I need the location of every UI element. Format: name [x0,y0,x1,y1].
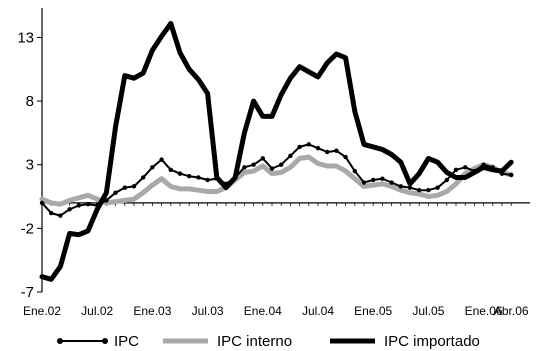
data-point [223,181,229,187]
x-tick-label: Ene.02 [23,304,61,318]
y-tick-label: -7 [21,284,34,301]
data-point [205,177,210,183]
data-point [122,185,128,190]
data-point [141,175,146,180]
data-point [260,156,265,161]
legend-marker [102,338,108,344]
data-point [417,187,422,193]
legend-label-ipc: IPC [114,333,139,350]
y-tick-label: 8 [26,93,34,110]
legend-label-ipc-importado: IPC importado [384,333,480,350]
data-point [509,172,514,178]
data-point [85,201,91,207]
data-point [113,190,118,195]
data-point [435,185,440,190]
data-point [95,203,100,208]
data-point [58,213,63,218]
data-point [315,145,321,151]
data-point [380,176,385,181]
data-point [371,177,376,183]
series-line-ipc [41,143,513,217]
data-point [104,198,109,203]
data-point [131,184,137,189]
x-axis-ticks: Ene.02 Jul.02 Ene.03 Jul.03 Ene.04 Jul.04 Ene.… [23,202,529,318]
data-point [269,166,275,171]
y-tick-label: 3 [26,157,34,174]
x-tick-label: Jul.02 [81,304,113,318]
chart-legend: IPC IPC interno IPC importado [57,333,480,350]
y-tick-label: 13 [17,29,34,46]
data-point [39,200,45,206]
data-point [334,148,339,153]
data-point [288,153,293,159]
x-tick-label: Ene.06 [465,304,503,318]
data-point [389,180,394,185]
y-axis-ticks: -7 -2 3 8 13 [17,29,42,301]
data-point [481,162,486,167]
data-point [407,185,413,190]
data-point [67,207,72,212]
data-point [49,210,54,216]
data-point [196,175,201,180]
data-point [159,157,164,162]
data-point [499,171,505,176]
x-tick-label: Abr.06 [494,304,529,318]
data-point [233,175,238,180]
data-point [214,176,219,181]
series-lines [39,21,514,282]
legend-label-ipc-interno: IPC interno [217,333,292,350]
data-point [306,142,311,147]
x-tick-label: Jul.05 [412,304,444,318]
data-point [343,154,348,160]
x-tick-label: Jul.03 [192,304,224,318]
x-tick-label: Ene.04 [244,304,282,318]
series-line-ipc-importado [39,21,514,282]
data-point [177,171,183,176]
data-point [242,165,247,170]
data-point [444,177,449,183]
legend-marker [57,338,63,344]
x-tick-label: Ene.05 [354,304,392,318]
data-point [187,173,192,179]
data-point [352,168,357,174]
data-point [398,184,403,189]
data-point [463,165,468,170]
data-point [426,187,431,193]
data-point [297,144,302,150]
y-tick-label: -2 [21,220,34,237]
data-point [76,203,82,208]
data-point [453,167,459,173]
series-line-ipc-interno [39,154,514,207]
data-point [168,167,173,173]
x-tick-label: Ene.03 [133,304,171,318]
data-point [325,149,330,155]
chart-axes [41,8,530,292]
data-point [279,162,284,167]
x-tick-label: Jul.04 [302,304,334,318]
data-point [472,168,477,174]
data-point [150,165,155,170]
data-point [361,180,367,185]
data-point [490,165,495,170]
data-point [251,162,256,167]
